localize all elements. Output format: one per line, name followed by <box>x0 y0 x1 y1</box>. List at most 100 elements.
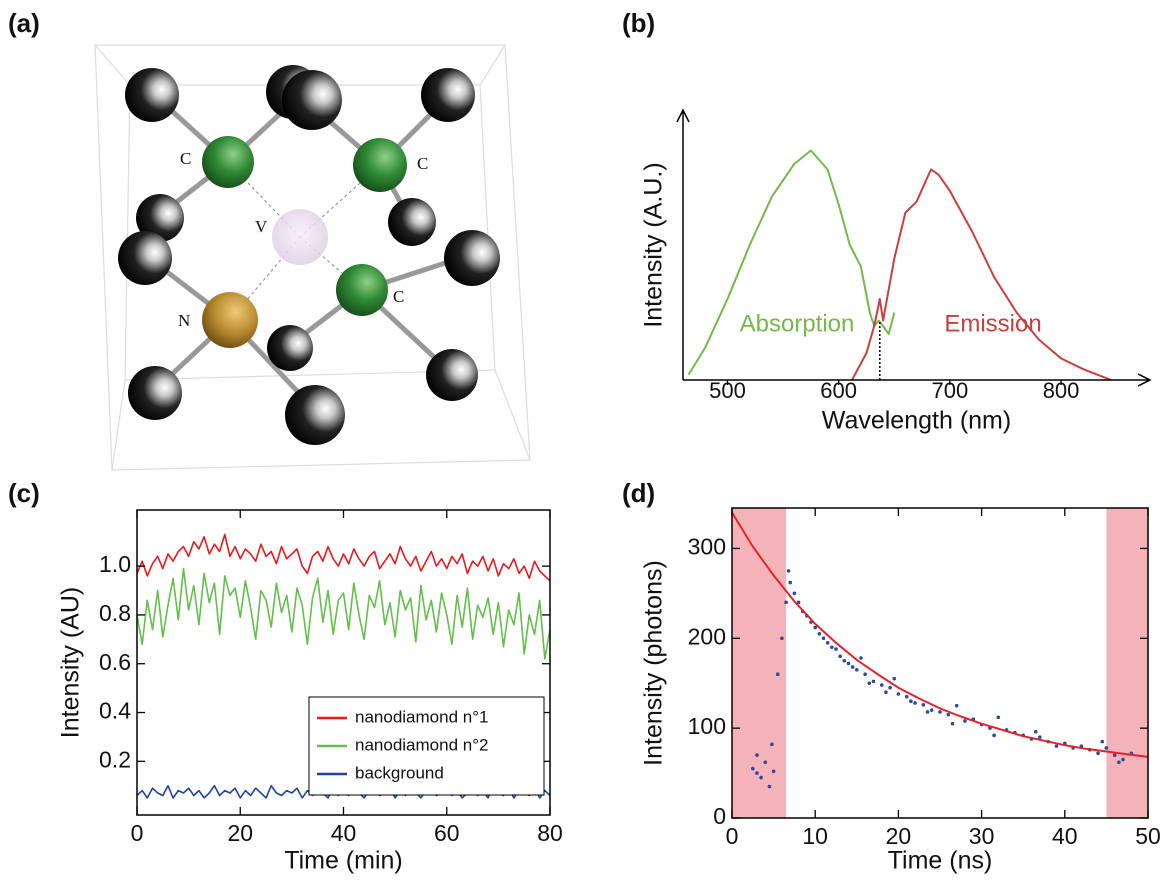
data-point <box>775 672 780 677</box>
y-axis-label: Intensity (A.U.) <box>640 162 668 327</box>
data-point <box>950 721 955 726</box>
data-point <box>821 636 826 641</box>
data-point <box>921 702 926 707</box>
data-point <box>938 710 942 714</box>
data-point <box>1033 729 1038 734</box>
carbon-atoms <box>118 65 500 445</box>
atom <box>421 68 475 122</box>
data-point <box>817 631 822 636</box>
data-point <box>838 654 842 659</box>
data-point <box>1112 753 1117 757</box>
atom <box>267 325 313 371</box>
y-tick-label: 300 <box>688 534 726 560</box>
data-point <box>963 719 967 723</box>
x-tick-label: 60 <box>434 820 460 846</box>
data-point <box>786 569 791 573</box>
vacancy <box>272 209 328 265</box>
data-point <box>859 656 863 660</box>
data-point <box>867 681 872 686</box>
x-tick-label: 500 <box>709 378 746 403</box>
atom-label: C <box>180 149 191 168</box>
cell-edge <box>479 84 496 371</box>
atom <box>444 230 500 286</box>
data-point <box>929 708 934 712</box>
data-point <box>784 600 788 605</box>
data-point <box>755 753 759 757</box>
data-point <box>909 699 913 703</box>
panel-label: (b) <box>622 8 655 38</box>
x-tick-label: 0 <box>726 823 739 849</box>
data-point <box>896 692 901 696</box>
data-point <box>1096 751 1100 756</box>
y-tick-label: 1.0 <box>99 551 131 577</box>
data-point <box>1117 760 1121 765</box>
data-point <box>992 733 996 738</box>
data-point <box>767 784 772 789</box>
atom <box>125 68 179 122</box>
data-point <box>925 710 930 714</box>
data-point <box>913 701 917 705</box>
atom-label: V <box>255 217 268 236</box>
data-point <box>946 712 951 717</box>
data-point <box>1121 757 1125 762</box>
data-point <box>759 775 763 780</box>
x-tick-label: 30 <box>969 823 995 849</box>
x-axis-label: Wavelength (nm) <box>822 407 1011 435</box>
x-tick-label: 20 <box>886 823 912 849</box>
atom <box>426 349 478 401</box>
legend-label: background <box>355 763 444 782</box>
data-point <box>825 640 830 645</box>
panel-label: (d) <box>622 478 655 508</box>
x-tick-label: 50 <box>1135 823 1161 849</box>
data-point <box>1038 735 1042 739</box>
x-tick-label: 700 <box>931 378 968 403</box>
x-tick-label: 10 <box>802 823 828 849</box>
x-axis-label: Time (ns) <box>888 847 993 875</box>
x-tick-label: 80 <box>537 820 563 846</box>
y-tick-label: 100 <box>688 713 726 739</box>
data-point <box>884 690 888 695</box>
atom-label: C <box>417 154 428 173</box>
series-label: Absorption <box>740 310 855 337</box>
data-point <box>830 645 834 650</box>
series-line <box>851 168 1112 380</box>
legend-box <box>308 696 545 796</box>
series-line <box>687 149 896 376</box>
atom <box>118 231 172 285</box>
atom-label: N <box>178 311 190 330</box>
data-point <box>763 760 768 765</box>
x-tick-label: 600 <box>820 378 857 403</box>
data-point <box>770 742 774 747</box>
y-tick-label: 0.4 <box>99 698 131 724</box>
legend-label: nanodiamond n°1 <box>355 707 488 726</box>
x-tick-label: 40 <box>1052 823 1078 849</box>
data-point <box>834 647 838 651</box>
legend-label: nanodiamond n°2 <box>355 735 488 754</box>
data-point <box>1104 746 1109 750</box>
data-point <box>863 672 867 677</box>
data-point <box>813 625 817 630</box>
data-point <box>771 769 776 774</box>
series-line <box>137 533 550 582</box>
atom <box>282 70 342 130</box>
data-point <box>796 600 801 605</box>
data-point <box>1100 739 1105 744</box>
x-axis-label: Time (min) <box>284 847 403 875</box>
data-point <box>755 771 759 775</box>
shaded-span <box>732 508 787 818</box>
series-line <box>732 511 1148 758</box>
atom <box>128 366 182 420</box>
x-tick-label: 20 <box>227 820 253 846</box>
atom <box>285 385 345 445</box>
panel-label: (c) <box>8 478 40 508</box>
data-point <box>751 766 755 771</box>
series-line <box>137 567 550 660</box>
nitrogen <box>202 292 258 348</box>
y-tick-label: 0.2 <box>99 746 131 772</box>
data-point <box>892 676 897 681</box>
y-tick-label: 0.8 <box>99 600 131 626</box>
y-tick-label: 0.6 <box>99 649 131 675</box>
y-axis <box>676 108 690 380</box>
